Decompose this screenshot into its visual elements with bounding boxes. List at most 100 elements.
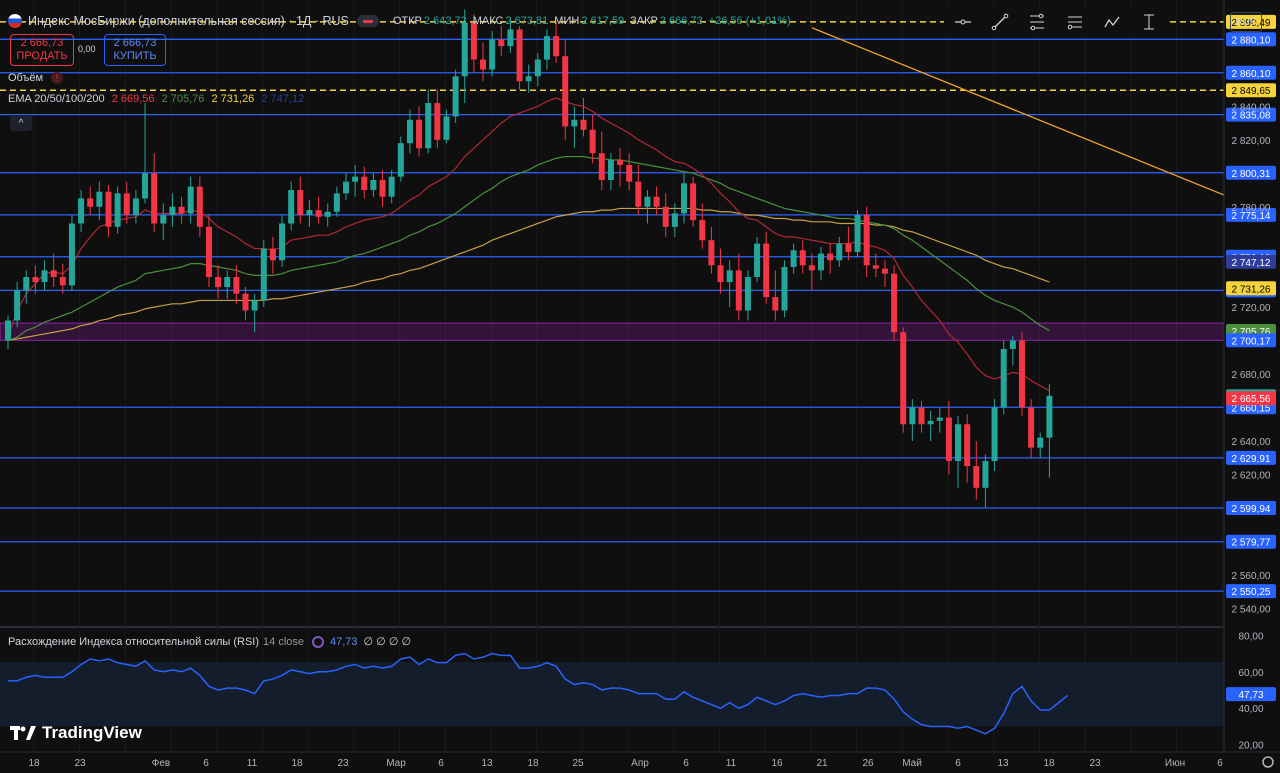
candle-body[interactable]	[279, 223, 286, 261]
candle-body[interactable]	[1028, 407, 1035, 448]
candle-body[interactable]	[525, 76, 532, 82]
candle-body[interactable]	[68, 223, 75, 286]
settings-gear-icon[interactable]	[1262, 756, 1274, 768]
candle-body[interactable]	[5, 320, 11, 341]
candle-body[interactable]	[96, 191, 103, 207]
candle-body[interactable]	[215, 277, 222, 288]
candle-body[interactable]	[836, 243, 843, 261]
candle-body[interactable]	[635, 181, 642, 207]
rsi-source-icon[interactable]	[312, 635, 325, 648]
candle-body[interactable]	[626, 164, 633, 182]
candle-body[interactable]	[644, 196, 651, 207]
candle-body[interactable]	[964, 424, 971, 467]
candle-body[interactable]	[461, 22, 468, 77]
candle-body[interactable]	[32, 277, 39, 283]
candle-body[interactable]	[735, 270, 742, 311]
candle-body[interactable]	[114, 193, 121, 227]
candle-body[interactable]	[452, 76, 459, 117]
candle-body[interactable]	[324, 211, 331, 217]
candle-body[interactable]	[754, 243, 761, 278]
candle-body[interactable]	[489, 39, 496, 70]
candle-body[interactable]	[571, 119, 578, 127]
tradingview-logo[interactable]: TradingView	[10, 723, 142, 743]
candle-body[interactable]	[717, 265, 724, 283]
ema50-line[interactable]	[7, 155, 1050, 342]
candle-body[interactable]	[233, 277, 240, 294]
ema20-line[interactable]	[7, 97, 1050, 392]
candle-body[interactable]	[516, 29, 523, 82]
candle-body[interactable]	[306, 210, 313, 216]
candle-body[interactable]	[881, 268, 888, 274]
horizontal-line-icon[interactable]	[952, 11, 974, 33]
candle-body[interactable]	[480, 59, 487, 70]
candle-body[interactable]	[205, 226, 212, 278]
rsi-legend[interactable]: Расхождение Индекса относительной силы (…	[8, 635, 411, 648]
candle-body[interactable]	[406, 119, 413, 144]
candle-body[interactable]	[425, 103, 432, 149]
candle-body[interactable]	[123, 193, 130, 216]
long-position-icon[interactable]	[1138, 11, 1160, 33]
candle-body[interactable]	[370, 179, 377, 191]
sell-button[interactable]: 2 666,73 ПРОДАТЬ	[10, 34, 74, 66]
candle-body[interactable]	[443, 116, 450, 140]
candle-body[interactable]	[269, 248, 276, 261]
candle-body[interactable]	[808, 265, 815, 271]
candle-body[interactable]	[151, 173, 158, 224]
candle-body[interactable]	[909, 407, 916, 425]
candle-body[interactable]	[927, 420, 934, 425]
candle-body[interactable]	[187, 186, 194, 214]
candle-body[interactable]	[900, 332, 907, 425]
pane-separator[interactable]	[0, 626, 1280, 628]
volume-indicator[interactable]: Объём !	[8, 72, 64, 84]
candle-body[interactable]	[772, 297, 779, 311]
candle-body[interactable]	[699, 220, 706, 241]
candle-body[interactable]	[991, 407, 998, 462]
candle-body[interactable]	[1000, 348, 1007, 408]
ema100-line[interactable]	[7, 207, 1050, 342]
candle-body[interactable]	[799, 250, 806, 266]
ema-indicator[interactable]: EMA 20/50/100/200 2 669,56 2 705,76 2 73…	[8, 93, 308, 105]
candle-body[interactable]	[507, 29, 514, 47]
candle-body[interactable]	[297, 190, 304, 216]
candle-body[interactable]	[708, 240, 715, 266]
currency-selector[interactable]: RUB	[1230, 12, 1262, 32]
path-icon[interactable]	[1101, 11, 1123, 33]
candle-body[interactable]	[196, 186, 203, 227]
candle-body[interactable]	[1046, 395, 1053, 438]
candle-body[interactable]	[553, 36, 560, 57]
candle-body[interactable]	[105, 191, 112, 227]
candle-body[interactable]	[891, 273, 898, 333]
candle-body[interactable]	[224, 277, 231, 288]
candle-body[interactable]	[955, 424, 962, 462]
candle-body[interactable]	[388, 176, 395, 197]
candle-body[interactable]	[470, 22, 477, 60]
candle-body[interactable]	[498, 39, 505, 47]
candle-body[interactable]	[434, 103, 441, 140]
candle-body[interactable]	[872, 265, 879, 269]
candle-body[interactable]	[534, 59, 541, 77]
candle-body[interactable]	[251, 300, 258, 311]
candle-body[interactable]	[744, 277, 751, 311]
candle-body[interactable]	[1009, 340, 1016, 349]
candle-body[interactable]	[169, 206, 176, 216]
candle-body[interactable]	[827, 253, 834, 261]
candle-body[interactable]	[854, 215, 861, 252]
candle-body[interactable]	[87, 198, 94, 207]
buy-button[interactable]: 2 666,73 КУПИТЬ	[104, 34, 166, 66]
candle-body[interactable]	[617, 159, 624, 165]
candle-body[interactable]	[763, 243, 770, 298]
candle-body[interactable]	[662, 206, 669, 227]
candle-body[interactable]	[41, 270, 48, 283]
warning-icon[interactable]: !	[51, 72, 64, 84]
parallel-channel-icon[interactable]	[1064, 11, 1086, 33]
candle-body[interactable]	[973, 466, 980, 488]
candle-body[interactable]	[142, 173, 149, 199]
candle-body[interactable]	[288, 190, 295, 224]
candle-body[interactable]	[543, 36, 550, 60]
candle-body[interactable]	[845, 243, 852, 252]
candle-body[interactable]	[1037, 437, 1044, 448]
collapse-indicators-button[interactable]: ^	[10, 115, 32, 131]
candle-body[interactable]	[315, 210, 322, 217]
candle-body[interactable]	[982, 461, 989, 488]
